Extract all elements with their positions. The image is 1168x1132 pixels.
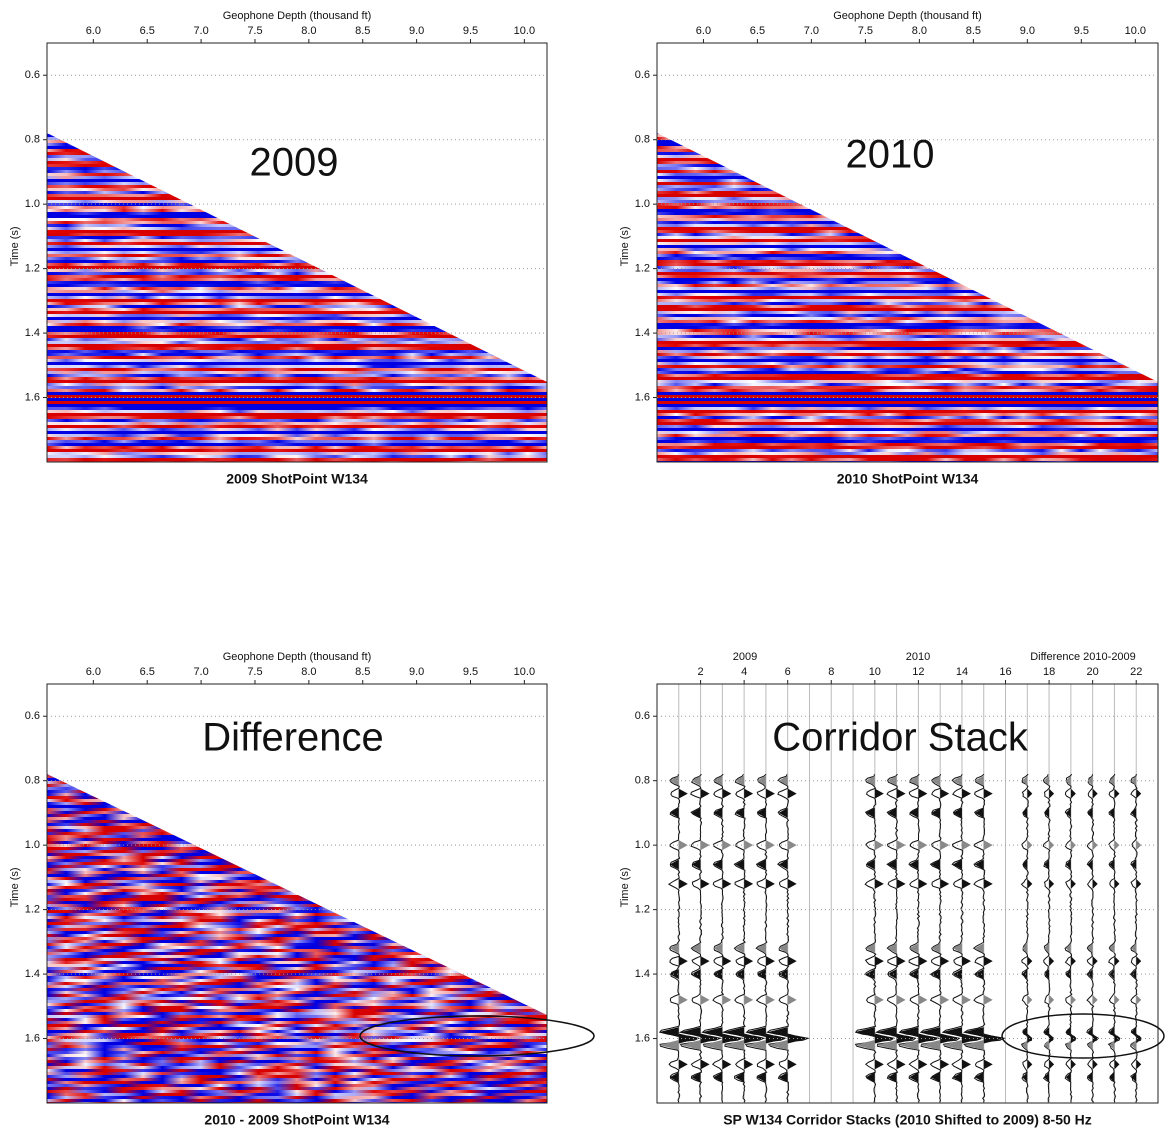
figure: 0.60.81.01.21.41.66.0 6.5 7.0 7.5 8.0 8.5 9.0 9…	[9, 10, 1165, 1128]
